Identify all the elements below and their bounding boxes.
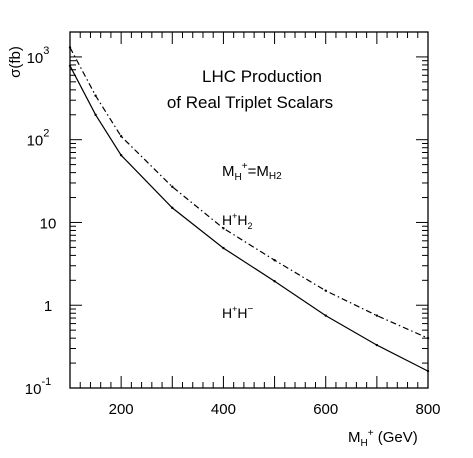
series-0-point [94, 94, 97, 97]
series-1-point [171, 206, 174, 210]
x-tick-label: 200 [109, 401, 134, 418]
series-0-point [222, 227, 225, 230]
y-tick-label: 1 [44, 298, 52, 315]
series-1-point [68, 64, 72, 68]
series-1-point [222, 246, 225, 250]
series-1-point [273, 280, 276, 283]
series-label-0: H+H2 [222, 211, 253, 231]
y-tick-label: 103 [27, 45, 50, 67]
mass-condition-label: MH+=MH2 [222, 161, 282, 183]
y-tick-label: 10-1 [25, 376, 51, 398]
series-1-point [94, 113, 97, 116]
series-label-1: H+H− [222, 304, 254, 321]
series-1-point [375, 343, 379, 347]
y-axis-label: σ(fb) [7, 46, 24, 78]
x-axis-label: MH+ (GeV) [348, 428, 418, 449]
series-1-point [119, 153, 123, 157]
series-0-point [273, 258, 276, 262]
series-0-point [171, 185, 174, 188]
series-1-point [324, 314, 327, 317]
x-tick-label: 600 [313, 401, 338, 418]
x-tick-label: 800 [415, 401, 440, 418]
series-0-point [426, 336, 430, 340]
series-0-point [324, 289, 327, 292]
y-tick-label: 10 [40, 215, 57, 232]
series-1-point [426, 369, 430, 373]
chart-title-line-2: of Real Triplet Scalars [167, 93, 333, 112]
series-0-point [68, 46, 72, 49]
x-tick-label: 400 [211, 401, 236, 418]
series-layer: H+H2 H+H− [68, 46, 430, 373]
series-0-point [119, 135, 123, 138]
plot-frame [69, 31, 429, 389]
chart-title-line-1: LHC Production [202, 67, 322, 86]
series-line-0 [69, 47, 429, 339]
y-tick-label: 102 [27, 128, 50, 150]
series-0-point [375, 314, 379, 317]
